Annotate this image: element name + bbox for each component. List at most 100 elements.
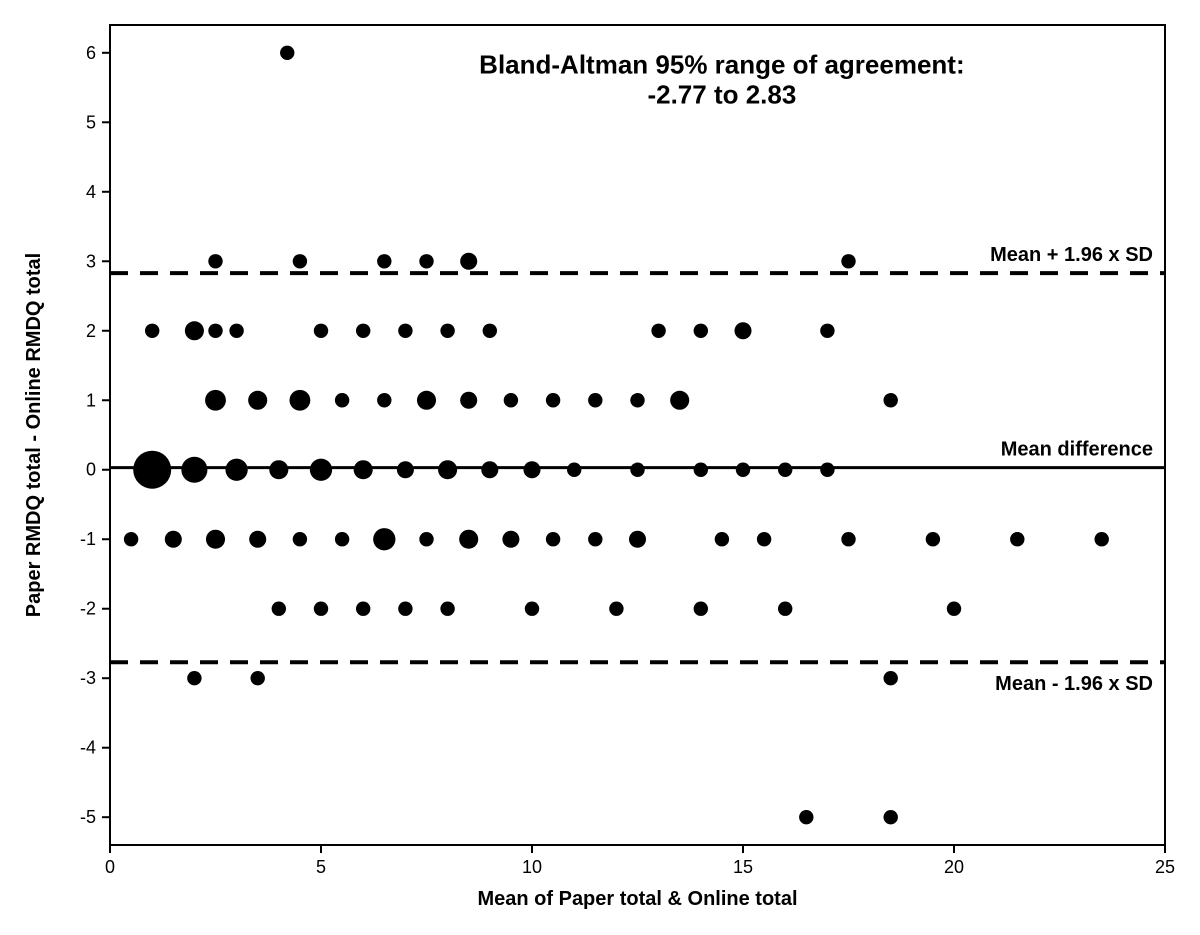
data-point	[187, 671, 201, 685]
data-point	[630, 393, 644, 407]
data-point	[251, 671, 265, 685]
data-point	[335, 393, 349, 407]
data-point	[504, 393, 518, 407]
y-tick-label: -1	[80, 529, 96, 549]
data-point	[1010, 532, 1024, 546]
data-point	[588, 532, 602, 546]
data-point	[208, 324, 222, 338]
data-point	[438, 460, 457, 479]
data-point	[820, 463, 834, 477]
data-point	[440, 602, 454, 616]
y-tick-label: -2	[80, 599, 96, 619]
data-point	[225, 459, 247, 481]
data-point	[269, 460, 288, 479]
y-tick-label: 1	[86, 390, 96, 410]
data-point	[884, 393, 898, 407]
data-point	[694, 463, 708, 477]
chart-svg: 0510152025-5-4-3-2-10123456Mean of Paper…	[0, 0, 1200, 935]
data-point	[670, 391, 689, 410]
y-tick-label: -4	[80, 738, 96, 758]
data-point	[354, 460, 373, 479]
data-point	[293, 532, 307, 546]
data-point	[799, 810, 813, 824]
data-point	[1095, 532, 1109, 546]
data-point	[841, 532, 855, 546]
data-point	[356, 602, 370, 616]
data-point	[124, 532, 138, 546]
data-point	[460, 253, 477, 270]
data-point	[206, 530, 225, 549]
data-point	[820, 324, 834, 338]
y-tick-label: 0	[86, 460, 96, 480]
data-point	[734, 322, 751, 339]
data-point	[185, 321, 204, 340]
x-tick-label: 5	[316, 857, 326, 877]
x-tick-label: 0	[105, 857, 115, 877]
plot-border	[110, 25, 1165, 845]
data-point	[377, 393, 391, 407]
data-point	[419, 254, 433, 268]
data-point	[926, 532, 940, 546]
data-point	[165, 531, 182, 548]
y-tick-label: 3	[86, 251, 96, 271]
data-point	[229, 324, 243, 338]
data-point	[459, 530, 478, 549]
data-point	[356, 324, 370, 338]
data-point	[947, 602, 961, 616]
upper-limit-label: Mean + 1.96 x SD	[990, 244, 1153, 266]
data-point	[208, 254, 222, 268]
data-point	[398, 324, 412, 338]
data-point	[629, 531, 646, 548]
data-point	[483, 324, 497, 338]
data-point	[715, 532, 729, 546]
data-point	[417, 391, 436, 410]
data-point	[397, 461, 414, 478]
data-point	[609, 602, 623, 616]
data-point	[694, 602, 708, 616]
data-point	[546, 393, 560, 407]
data-point	[377, 254, 391, 268]
data-point	[272, 602, 286, 616]
data-point	[523, 461, 540, 478]
data-point	[293, 254, 307, 268]
data-point	[525, 602, 539, 616]
x-tick-label: 20	[944, 857, 964, 877]
data-point	[884, 671, 898, 685]
data-point	[694, 324, 708, 338]
y-axis-label: Paper RMDQ total - Online RMDQ total	[23, 253, 45, 617]
data-point	[133, 451, 171, 489]
data-point	[314, 602, 328, 616]
data-point	[335, 532, 349, 546]
data-point	[651, 324, 665, 338]
data-point	[841, 254, 855, 268]
x-tick-label: 15	[733, 857, 753, 877]
data-point	[373, 528, 395, 550]
chart-title-line1: Bland-Altman 95% range of agreement:	[479, 50, 964, 80]
data-point	[778, 602, 792, 616]
data-point	[205, 390, 226, 411]
x-tick-label: 25	[1155, 857, 1175, 877]
data-point	[757, 532, 771, 546]
data-point	[778, 463, 792, 477]
data-point	[460, 392, 477, 409]
data-point	[546, 532, 560, 546]
x-tick-label: 10	[522, 857, 542, 877]
data-point	[440, 324, 454, 338]
data-point	[630, 463, 644, 477]
x-axis-label: Mean of Paper total & Online total	[477, 888, 797, 910]
data-point	[419, 532, 433, 546]
chart-title-line2: -2.77 to 2.83	[647, 80, 796, 110]
data-point	[310, 459, 332, 481]
y-tick-label: 5	[86, 112, 96, 132]
bland-altman-chart: 0510152025-5-4-3-2-10123456Mean of Paper…	[0, 0, 1200, 935]
data-point	[280, 46, 294, 60]
data-point	[314, 324, 328, 338]
data-point	[181, 457, 207, 483]
data-point	[249, 531, 266, 548]
data-point	[145, 324, 159, 338]
y-tick-label: -3	[80, 668, 96, 688]
data-point	[567, 463, 581, 477]
data-point	[736, 463, 750, 477]
y-tick-label: 2	[86, 321, 96, 341]
data-point	[588, 393, 602, 407]
